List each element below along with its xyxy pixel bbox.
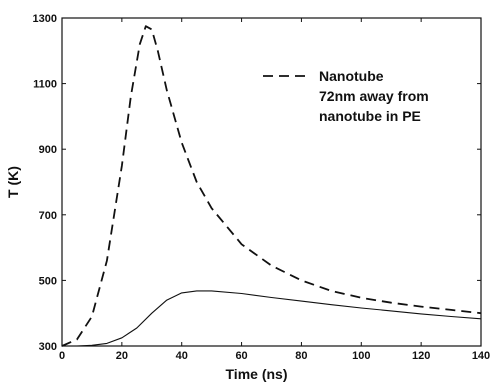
series-line-1: [61, 25, 482, 347]
x-tick-label: 120: [412, 350, 430, 362]
y-tick-label: 500: [39, 275, 57, 287]
x-tick-label: 100: [352, 350, 370, 362]
plot-area: [61, 25, 482, 347]
x-tick-label: 0: [59, 350, 65, 362]
legend-label-2: 72nm away from: [319, 88, 429, 104]
x-tick-label: 140: [472, 350, 490, 362]
x-tick-label: 40: [176, 350, 188, 362]
y-tick-label: 900: [39, 144, 57, 156]
x-tick-label: 60: [235, 350, 247, 362]
y-tick-label: 1300: [33, 13, 57, 25]
series-line-2: [62, 290, 482, 347]
x-tick-label: 80: [295, 350, 307, 362]
y-tick-label: 700: [39, 210, 57, 222]
legend-label-2-cont: nanotube in PE: [319, 108, 421, 124]
axes: 0 20 40 60 80 100 120 140 300 500 700 900 1100 1300 Ti…: [5, 13, 490, 382]
legend: Nanotube 72nm away from nanotube in PE: [263, 68, 429, 124]
x-tick-label: 20: [116, 350, 128, 362]
legend-label-1: Nanotube: [319, 68, 384, 84]
y-tick-label: 1100: [33, 79, 57, 91]
y-tick-label: 300: [39, 341, 57, 353]
x-axis-label: Time (ns): [226, 366, 288, 382]
plot-frame: [61, 17, 482, 347]
y-axis-label: T (K): [5, 166, 21, 198]
